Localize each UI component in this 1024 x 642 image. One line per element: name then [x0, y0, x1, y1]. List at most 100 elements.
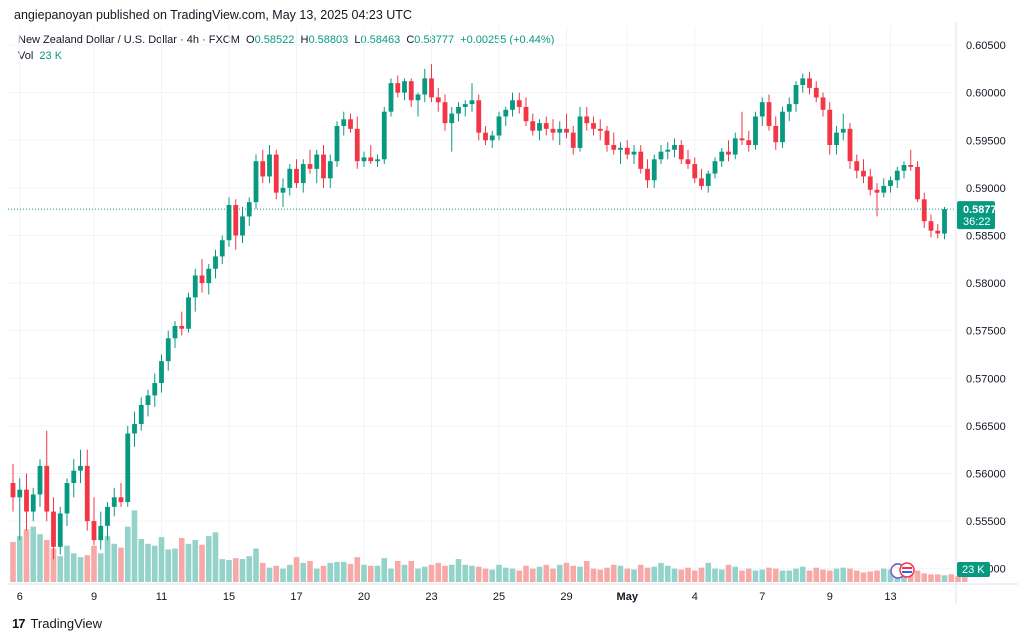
candle-body[interactable] — [24, 489, 29, 512]
candle-body[interactable] — [483, 132, 488, 141]
candle-body[interactable] — [429, 78, 434, 98]
candle-body[interactable] — [57, 513, 63, 547]
candle-body[interactable] — [570, 132, 576, 148]
candle-body[interactable] — [388, 83, 394, 112]
candle-body[interactable] — [530, 121, 536, 131]
candle-body[interactable] — [874, 189, 880, 193]
candle-body[interactable] — [456, 106, 461, 114]
candle-body[interactable] — [402, 81, 407, 93]
candle-body[interactable] — [37, 465, 43, 495]
candle-body[interactable] — [476, 100, 482, 133]
candle-body[interactable] — [908, 165, 914, 167]
candle-body[interactable] — [489, 135, 495, 141]
candle-body[interactable] — [469, 100, 475, 105]
candle-body[interactable] — [462, 104, 468, 107]
candle-body[interactable] — [915, 166, 920, 200]
candle-body[interactable] — [678, 145, 684, 160]
candle-body[interactable] — [415, 94, 421, 101]
candle-body[interactable] — [449, 113, 455, 124]
candle-body[interactable] — [867, 176, 873, 190]
symbol-name[interactable]: New Zealand Dollar / U.S. Dollar · 4h · … — [18, 34, 240, 46]
candle-body[interactable] — [921, 199, 927, 222]
candle-body[interactable] — [348, 119, 353, 129]
candle-body[interactable] — [665, 149, 671, 152]
candle-body[interactable] — [253, 161, 259, 203]
candle-body[interactable] — [361, 157, 367, 162]
candle-body[interactable] — [375, 159, 380, 162]
candle-body[interactable] — [753, 116, 758, 146]
candle-body[interactable] — [516, 100, 522, 107]
candle-body[interactable] — [408, 81, 414, 101]
candle-body[interactable] — [213, 256, 218, 269]
candle-body[interactable] — [894, 170, 900, 181]
candle-body[interactable] — [935, 230, 941, 234]
candle-body[interactable] — [746, 140, 752, 146]
candle-body[interactable] — [192, 275, 198, 298]
candle-body[interactable] — [354, 128, 360, 162]
candle-body[interactable] — [300, 164, 306, 184]
candle-body[interactable] — [543, 123, 549, 129]
candle-body[interactable] — [496, 116, 502, 136]
candle-body[interactable] — [557, 128, 563, 133]
candle-body[interactable] — [226, 205, 232, 241]
candle-body[interactable] — [834, 132, 839, 146]
candle-body[interactable] — [118, 497, 124, 503]
candle-body[interactable] — [618, 147, 623, 150]
candle-body[interactable] — [584, 116, 590, 124]
candle-body[interactable] — [98, 525, 104, 541]
candle-body[interactable] — [267, 154, 272, 177]
candle-body[interactable] — [381, 111, 387, 160]
candle-body[interactable] — [64, 483, 70, 514]
candle-body[interactable] — [246, 202, 252, 217]
candle-body[interactable] — [564, 128, 569, 133]
candle-body[interactable] — [435, 97, 441, 103]
candle-body[interactable] — [321, 154, 326, 179]
candle-body[interactable] — [942, 209, 947, 234]
candle-body[interactable] — [881, 185, 887, 193]
candle-body[interactable] — [510, 100, 515, 110]
candle-body[interactable] — [442, 102, 448, 124]
candle-body[interactable] — [523, 106, 529, 122]
candle-body[interactable] — [172, 325, 178, 339]
candle-body[interactable] — [307, 164, 313, 169]
candle-body[interactable] — [773, 125, 779, 143]
candle-body[interactable] — [145, 395, 151, 405]
candle-body[interactable] — [10, 483, 16, 498]
candle-body[interactable] — [800, 78, 806, 86]
candle-body[interactable] — [334, 125, 340, 162]
candle-body[interactable] — [111, 497, 117, 507]
candle-body[interactable] — [888, 180, 893, 186]
candle-body[interactable] — [105, 506, 110, 526]
candle-body[interactable] — [138, 404, 144, 424]
candle-body[interactable] — [327, 161, 333, 179]
candle-body[interactable] — [624, 147, 630, 155]
publisher-name[interactable]: angiepanoyan — [14, 8, 93, 22]
candle-body[interactable] — [233, 205, 239, 236]
last-price-tag[interactable] — [957, 201, 995, 230]
candle-body[interactable] — [91, 521, 97, 541]
candle-body[interactable] — [17, 489, 23, 498]
candle-body[interactable] — [759, 102, 765, 117]
candle-body[interactable] — [287, 168, 293, 188]
candle-body[interactable] — [206, 268, 212, 284]
candle-body[interactable] — [159, 361, 164, 384]
candle-body[interactable] — [699, 178, 704, 186]
candle-body[interactable] — [901, 165, 907, 171]
candle-body[interactable] — [719, 151, 725, 162]
candle-body[interactable] — [132, 423, 137, 434]
candle-body[interactable] — [503, 109, 509, 117]
candle-body[interactable] — [199, 275, 205, 284]
candle-body[interactable] — [739, 138, 745, 141]
candle-body[interactable] — [780, 111, 785, 143]
candle-body[interactable] — [692, 164, 698, 179]
candle-body[interactable] — [726, 151, 731, 155]
candle-body[interactable] — [807, 78, 812, 88]
candle-body[interactable] — [672, 145, 677, 150]
candle-body[interactable] — [861, 170, 866, 177]
candle-body[interactable] — [631, 151, 637, 155]
candle-body[interactable] — [240, 216, 245, 236]
candle-body[interactable] — [820, 97, 826, 110]
candle-body[interactable] — [152, 383, 158, 396]
candle-body[interactable] — [51, 511, 56, 547]
